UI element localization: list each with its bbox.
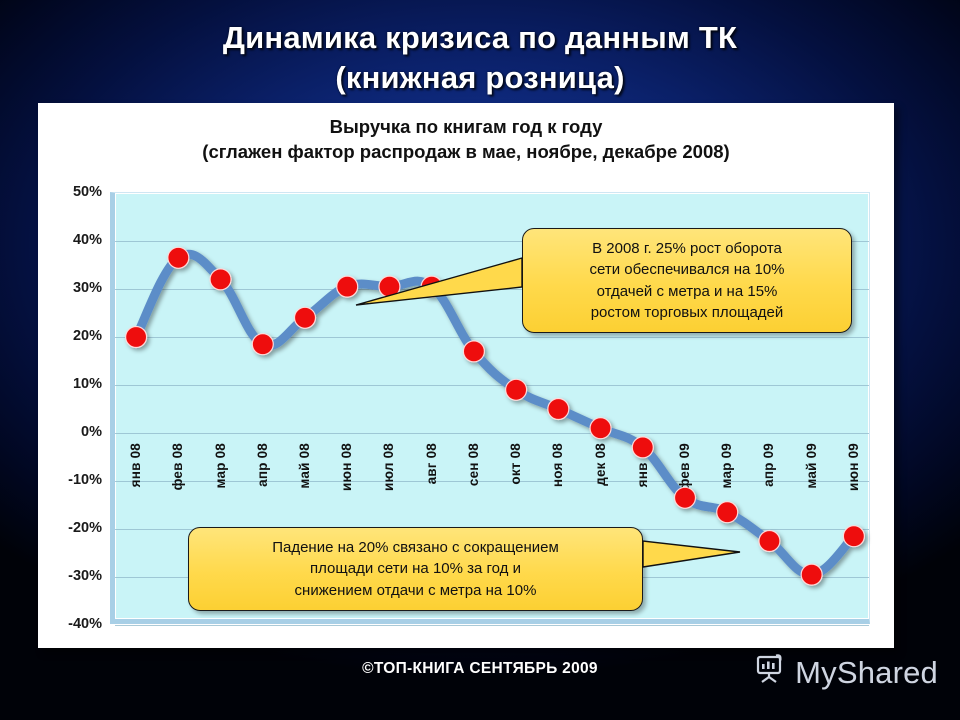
y-axis-tick-label: -20% [68,520,102,536]
myshared-wordmark: MyShared [795,655,938,690]
data-point-marker[interactable] [378,275,401,298]
data-point-marker[interactable] [673,486,697,509]
chart-panel: Выручка по книгам год к году (сглажен фа… [38,103,894,648]
y-axis-tick-label: 30% [72,280,102,296]
chart-title: Выручка по книгам год к году (сглажен фа… [202,116,730,162]
data-point-marker[interactable] [547,397,570,421]
y-axis-tick-label: 20% [72,328,102,344]
data-point-marker[interactable] [209,268,232,291]
data-point-marker[interactable] [251,333,274,356]
gridline [115,337,869,338]
presentation-chart-icon [752,652,786,694]
data-point-marker[interactable] [842,525,865,548]
y-axis-tick-label: 50% [72,184,102,200]
y-axis-tick-label: -30% [68,568,102,584]
callout-decline[interactable]: Падение на 20% связано с сокращением пло… [188,527,643,611]
gridline [115,625,869,626]
data-point-marker[interactable] [505,378,528,401]
data-point-marker[interactable] [758,529,781,553]
data-point-marker[interactable] [420,275,443,298]
data-point-marker[interactable] [462,340,485,363]
y-axis-tick-label: -10% [68,472,102,488]
data-point-marker[interactable] [125,325,148,349]
myshared-logo: MyShared [752,652,938,694]
slide-title: Динамика кризиса по данным ТК (книжная р… [222,20,738,95]
gridline [115,385,869,386]
copyright-text: ©ТОП-КНИГА СЕНТЯБРЬ 2009 [362,660,598,677]
data-point-marker[interactable] [589,417,612,440]
data-point-marker[interactable] [631,436,654,459]
data-point-marker[interactable] [800,563,823,586]
y-axis-tick-label: 0% [81,424,102,440]
gridline [115,433,869,434]
callout-growth[interactable]: В 2008 г. 25% рост оборота сети обеспечи… [522,228,852,334]
y-axis-tick-label: -40% [68,616,102,632]
data-point-marker[interactable] [167,246,190,269]
data-point-marker[interactable] [293,306,317,329]
y-axis-tick-label: 10% [72,376,102,392]
y-axis-tick-label: 40% [72,232,102,248]
data-point-marker[interactable] [336,275,359,298]
gridline [115,241,869,242]
data-point-marker[interactable] [716,501,739,524]
gridline [115,481,869,482]
